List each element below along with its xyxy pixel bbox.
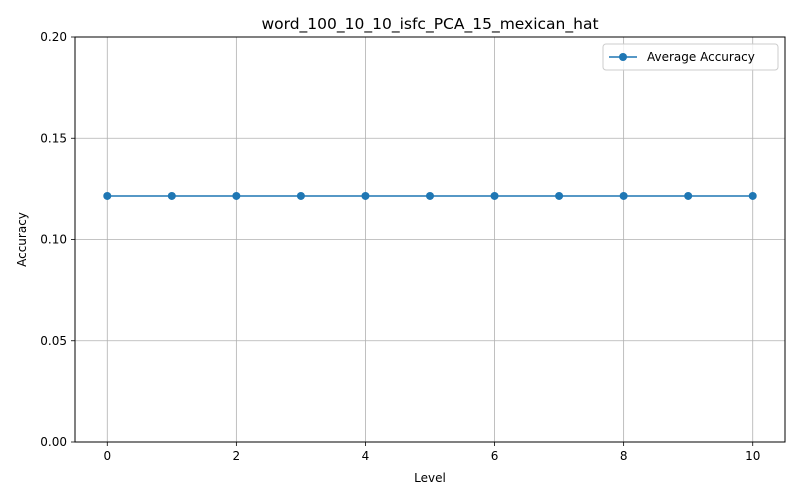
data-point (426, 191, 434, 200)
data-point (748, 191, 757, 200)
data-point (296, 191, 305, 200)
data-point (490, 191, 499, 200)
y-tick-label: 0.20 (40, 30, 67, 44)
x-tick-label: 6 (491, 449, 499, 463)
data-point (619, 191, 628, 200)
data-point (232, 191, 241, 200)
ticks: 0 2 4 6 8 10 0.00 0.05 0.10 0.15 0.20 (40, 30, 760, 463)
x-axis-label: Level (414, 471, 446, 485)
x-tick-label: 4 (362, 449, 370, 463)
data-point (361, 191, 370, 200)
y-tick-label: 0.15 (40, 131, 67, 145)
y-tick-label: 0.05 (40, 334, 67, 348)
data-point (684, 191, 693, 200)
y-tick-label: 0.00 (40, 435, 67, 449)
data-point (555, 191, 564, 200)
data-point (167, 191, 176, 200)
y-tick-label: 0.10 (40, 233, 67, 247)
x-tick-label: 0 (103, 449, 111, 463)
legend: Average Accuracy (602, 43, 779, 71)
legend-box (602, 43, 779, 71)
x-tick-label: 2 (233, 449, 241, 463)
x-tick-label: 8 (620, 449, 628, 463)
legend-marker (619, 53, 627, 61)
y-axis-label: Accuracy (15, 212, 29, 267)
chart-title: word_100_10_10_isfc_PCA_15_mexican_hat (261, 15, 598, 34)
series-layer (103, 191, 757, 200)
legend-label: Average Accuracy (647, 50, 755, 64)
data-point (103, 191, 112, 200)
x-tick-label: 10 (745, 449, 760, 463)
